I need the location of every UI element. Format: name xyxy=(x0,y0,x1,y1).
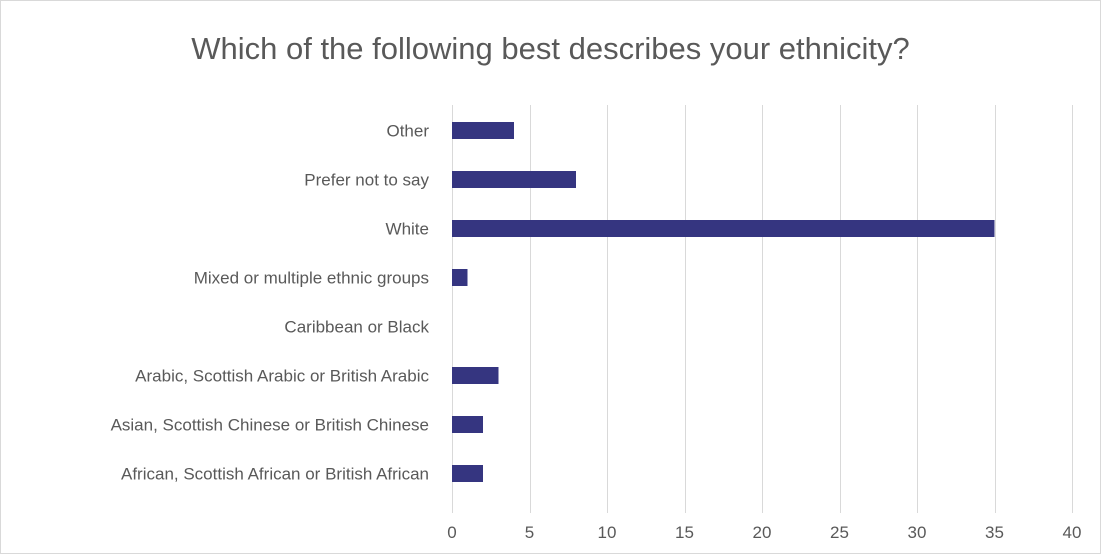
category-label-1: Prefer not to say xyxy=(304,171,429,190)
x-tick-label-40: 40 xyxy=(1063,523,1082,542)
x-tick-label-25: 25 xyxy=(830,523,849,542)
x-tick-label-0: 0 xyxy=(447,523,456,542)
category-label-3: Mixed or multiple ethnic groups xyxy=(194,269,429,288)
bar-3 xyxy=(452,269,468,286)
bar-5 xyxy=(452,367,499,384)
category-labels: Other Prefer not to say White Mixed or mult… xyxy=(111,122,430,484)
gridlines xyxy=(452,105,1073,513)
bars xyxy=(452,122,995,482)
bar-1 xyxy=(452,171,576,188)
category-label-7: African, Scottish African or British Afr… xyxy=(121,465,429,484)
x-tick-label-15: 15 xyxy=(675,523,694,542)
x-tick-label-20: 20 xyxy=(753,523,772,542)
bar-2 xyxy=(452,220,995,237)
category-label-6: Asian, Scottish Chinese or British Chine… xyxy=(111,416,429,435)
x-axis-tick-labels: 0 5 10 15 20 25 30 35 40 xyxy=(447,523,1081,542)
category-label-5: Arabic, Scottish Arabic or British Arabi… xyxy=(135,367,429,386)
bar-0 xyxy=(452,122,514,139)
bar-6 xyxy=(452,416,483,433)
x-tick-label-10: 10 xyxy=(598,523,617,542)
x-tick-label-35: 35 xyxy=(985,523,1004,542)
category-label-2: White xyxy=(386,220,429,239)
chart-title: Which of the following best describes yo… xyxy=(191,31,910,66)
x-tick-label-30: 30 xyxy=(908,523,927,542)
x-tick-label-5: 5 xyxy=(525,523,534,542)
bar-7 xyxy=(452,465,483,482)
category-label-0: Other xyxy=(386,122,429,141)
category-label-4: Caribbean or Black xyxy=(284,318,429,337)
